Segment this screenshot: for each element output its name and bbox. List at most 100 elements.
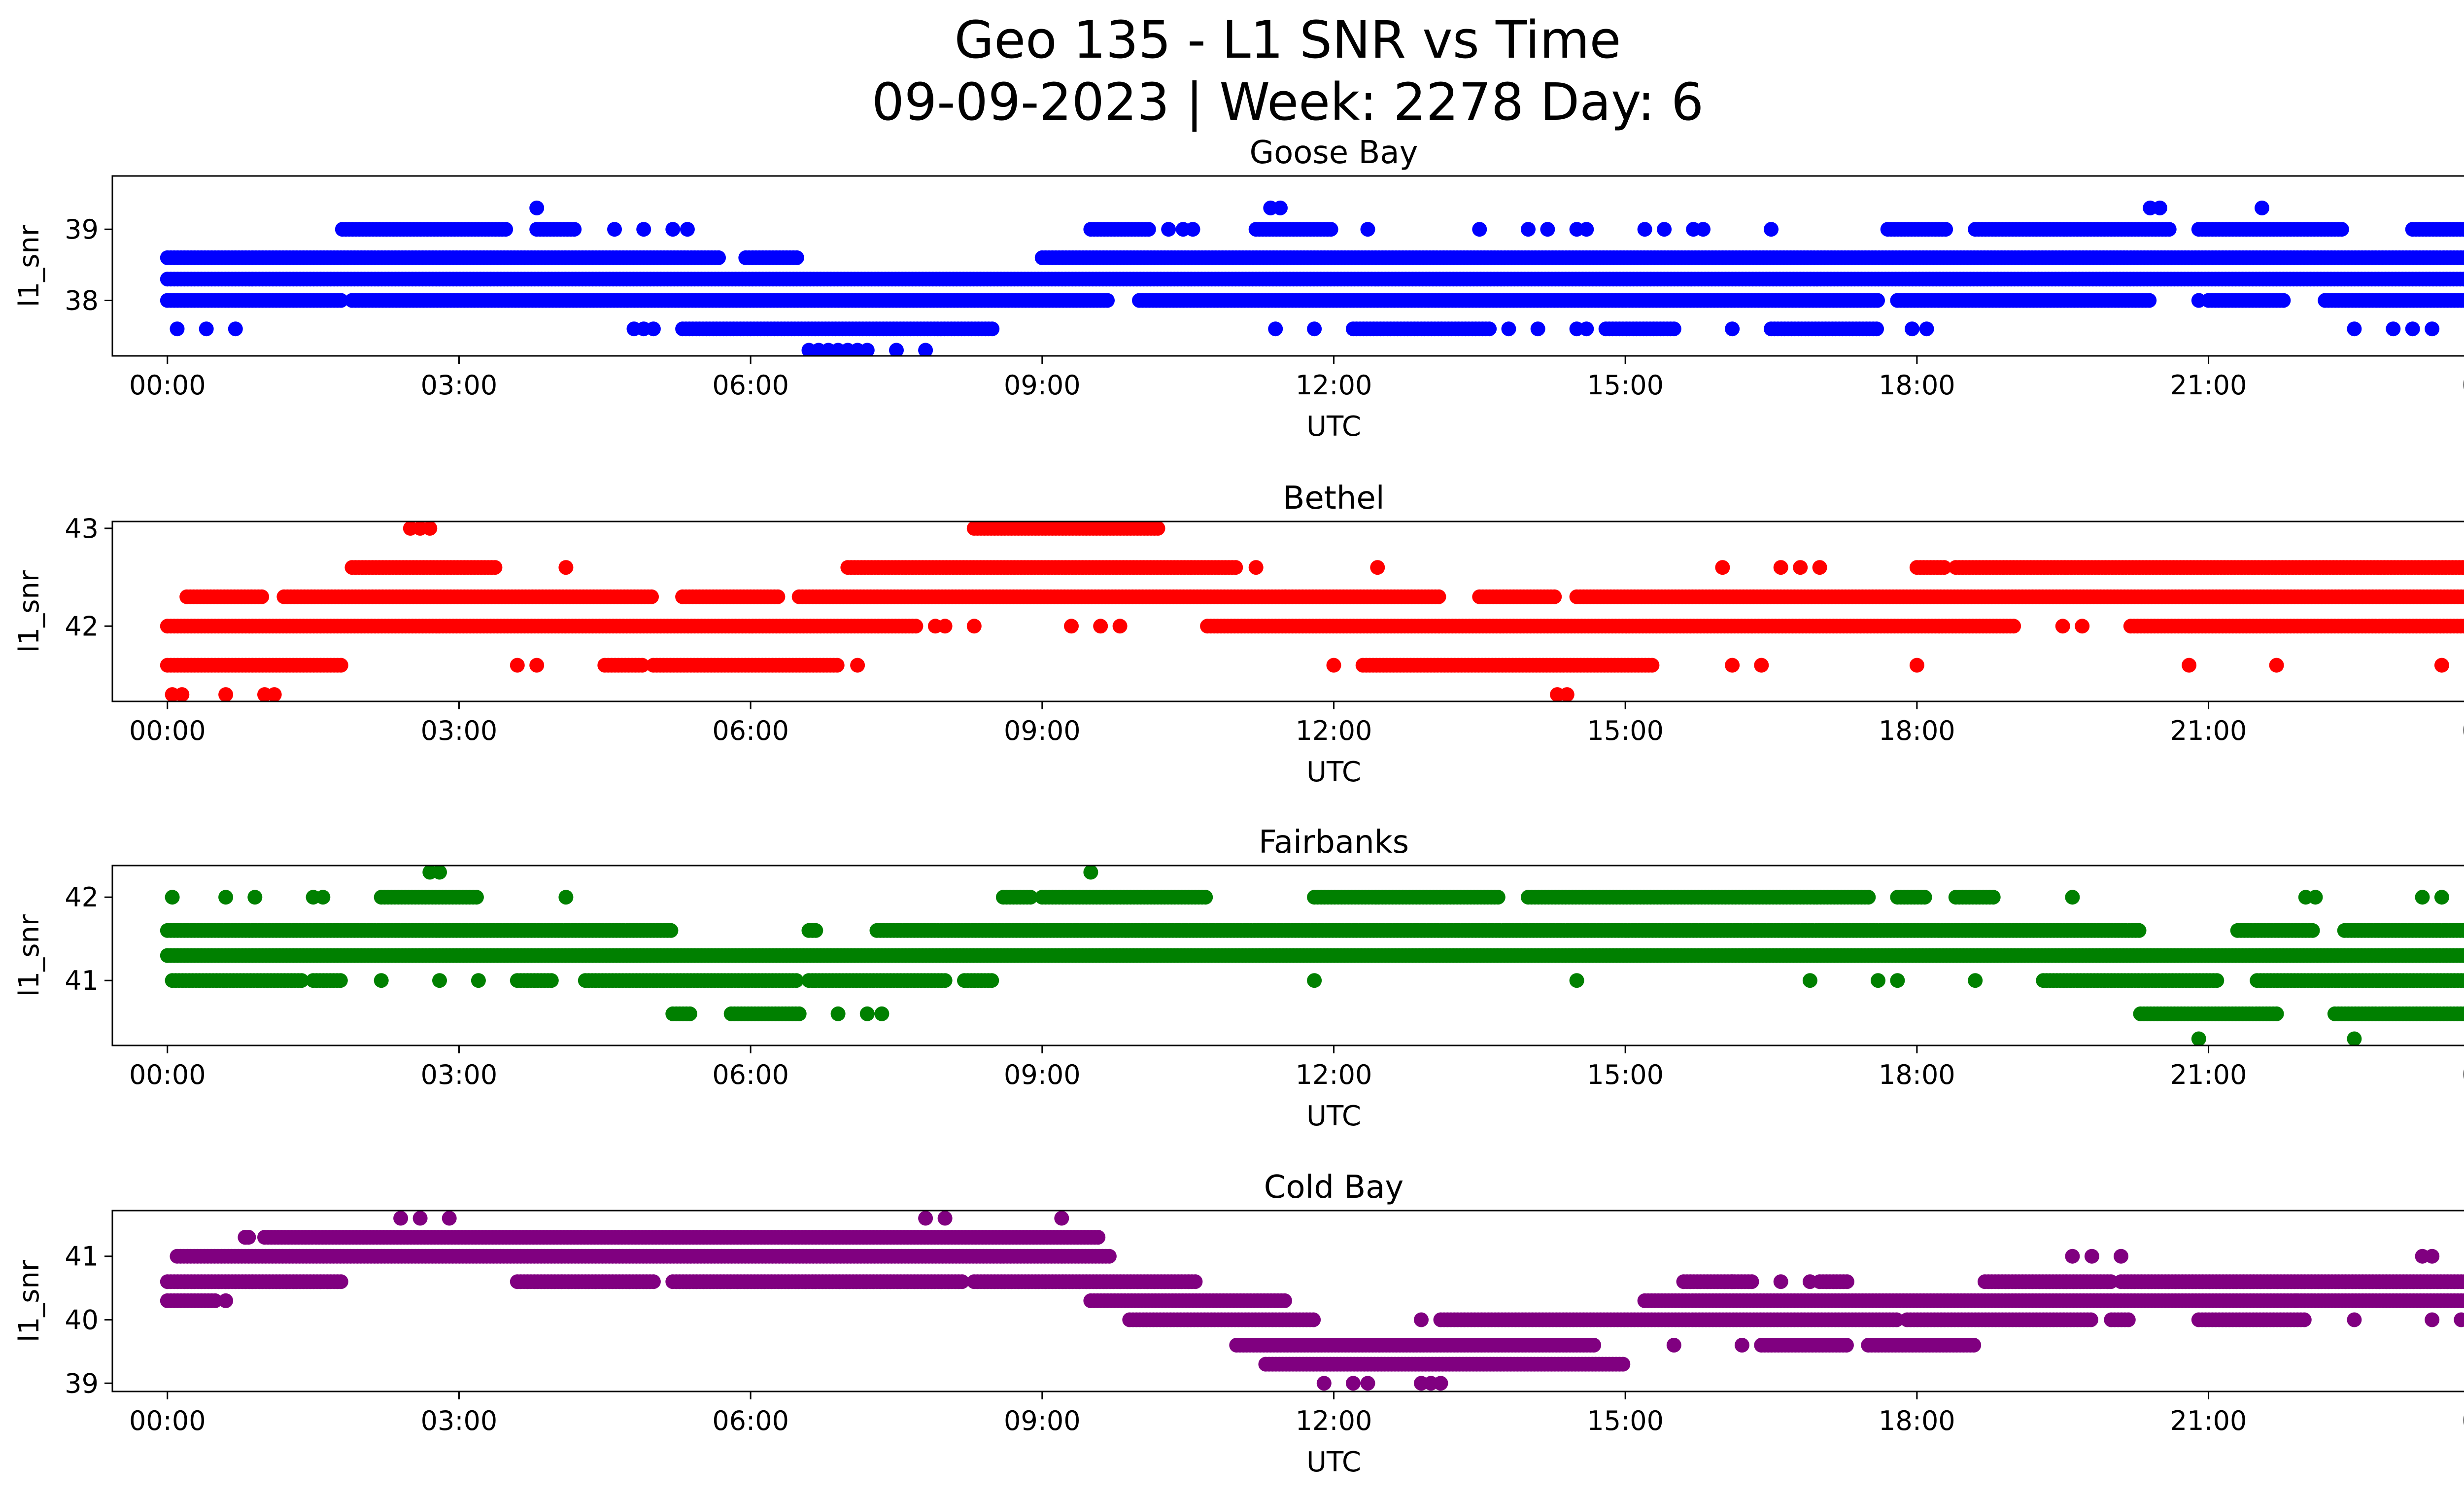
data-point bbox=[1326, 658, 1341, 673]
data-point bbox=[1521, 222, 1536, 237]
data-point bbox=[170, 321, 185, 337]
data-point bbox=[2191, 293, 2206, 308]
data-point bbox=[1870, 293, 1885, 308]
data-point bbox=[510, 658, 525, 673]
data-point bbox=[1547, 589, 1562, 604]
data-point bbox=[1277, 589, 1293, 604]
data-point bbox=[1657, 222, 1672, 237]
x-tick-label: 21:00 bbox=[2170, 370, 2247, 401]
data-point bbox=[1715, 560, 1730, 575]
data-point bbox=[2269, 658, 2284, 673]
data-point bbox=[529, 200, 545, 215]
x-tick-label: 03:00 bbox=[421, 715, 498, 746]
data-point bbox=[1793, 560, 1808, 575]
data-point bbox=[1273, 200, 1288, 215]
data-point bbox=[1773, 560, 1788, 575]
data-point bbox=[1530, 321, 1545, 337]
x-tick-label: 03:00 bbox=[421, 370, 498, 401]
data-point bbox=[2386, 321, 2401, 337]
data-point bbox=[859, 343, 875, 356]
data-point bbox=[1501, 321, 1516, 337]
data-point bbox=[908, 619, 924, 634]
data-point bbox=[558, 560, 574, 575]
x-tick-label: 06:00 bbox=[712, 715, 789, 746]
panel-title: Goose Bay bbox=[1250, 135, 1418, 171]
data-point bbox=[711, 250, 726, 265]
data-point bbox=[644, 589, 659, 604]
x-tick-label: 18:00 bbox=[1879, 715, 1955, 746]
data-point bbox=[2461, 294, 2464, 307]
data-point bbox=[1064, 619, 1079, 634]
data-point bbox=[2347, 321, 2362, 337]
plot-frame bbox=[111, 175, 2464, 357]
scatter-points bbox=[160, 866, 2464, 1045]
data-point bbox=[770, 589, 786, 604]
data-point bbox=[680, 222, 695, 237]
data-point bbox=[529, 658, 545, 673]
data-point bbox=[218, 687, 234, 701]
data-point bbox=[1579, 222, 1594, 237]
data-point bbox=[2425, 321, 2440, 337]
data-point bbox=[2460, 251, 2464, 265]
data-point bbox=[1323, 222, 1338, 237]
data-point bbox=[2055, 619, 2070, 634]
x-tick-label: 09:00 bbox=[1004, 370, 1081, 401]
data-point bbox=[1579, 321, 1594, 337]
y-axis-label: l1_snr bbox=[13, 570, 45, 653]
data-point bbox=[1764, 222, 1779, 237]
data-point bbox=[636, 222, 651, 237]
data-point bbox=[1248, 560, 1264, 575]
data-point bbox=[850, 658, 865, 673]
data-point bbox=[2006, 619, 2021, 634]
data-point bbox=[1559, 687, 1574, 701]
x-tick-label: 12:00 bbox=[1296, 715, 1372, 746]
data-point bbox=[2152, 200, 2167, 215]
data-point bbox=[1150, 522, 1165, 536]
data-point bbox=[254, 589, 270, 604]
data-point bbox=[2460, 272, 2464, 286]
x-tick-label: 21:00 bbox=[2170, 715, 2247, 746]
data-point bbox=[1228, 560, 1243, 575]
data-point bbox=[1725, 658, 1740, 673]
x-tick-label: 00:00 bbox=[129, 370, 206, 401]
panel-title: Bethel bbox=[1283, 480, 1384, 517]
figure-title: Geo 135 - L1 SNR vs Time 09-09-2023 | We… bbox=[0, 9, 2464, 133]
x-tick-label: 12:00 bbox=[1296, 370, 1372, 401]
data-point bbox=[1431, 589, 1446, 604]
data-point bbox=[2461, 591, 2464, 603]
data-point bbox=[2075, 619, 2090, 634]
x-tick-label: 00:00 bbox=[129, 715, 206, 746]
data-point bbox=[1938, 222, 1953, 237]
data-point bbox=[607, 222, 622, 237]
data-point bbox=[422, 522, 438, 536]
data-point bbox=[1360, 222, 1375, 237]
data-point bbox=[1472, 222, 1487, 237]
data-point bbox=[1093, 619, 1108, 634]
x-tick-label: 18:00 bbox=[1879, 370, 1955, 401]
data-point bbox=[1666, 321, 1681, 337]
data-point bbox=[1644, 658, 1660, 673]
data-point bbox=[1112, 619, 1128, 634]
data-point bbox=[889, 343, 904, 356]
data-point bbox=[829, 658, 845, 673]
data-point bbox=[1540, 222, 1555, 237]
data-point bbox=[2434, 658, 2449, 673]
x-tick-label: 15:00 bbox=[1587, 715, 1664, 746]
figure-title-line2: 09-09-2023 | Week: 2278 Day: 6 bbox=[871, 72, 1704, 132]
data-point bbox=[174, 687, 190, 701]
data-point bbox=[333, 293, 348, 308]
data-point bbox=[267, 687, 282, 701]
x-tick-label: 00:00 bbox=[2462, 715, 2464, 746]
data-point bbox=[2276, 293, 2291, 308]
data-point bbox=[1141, 222, 1156, 237]
data-point bbox=[1909, 658, 1924, 673]
data-point bbox=[1637, 222, 1652, 237]
data-point bbox=[2142, 293, 2157, 308]
data-point bbox=[1919, 321, 1934, 337]
data-point bbox=[985, 321, 1000, 337]
data-point bbox=[937, 619, 953, 634]
data-point bbox=[1100, 293, 1115, 308]
